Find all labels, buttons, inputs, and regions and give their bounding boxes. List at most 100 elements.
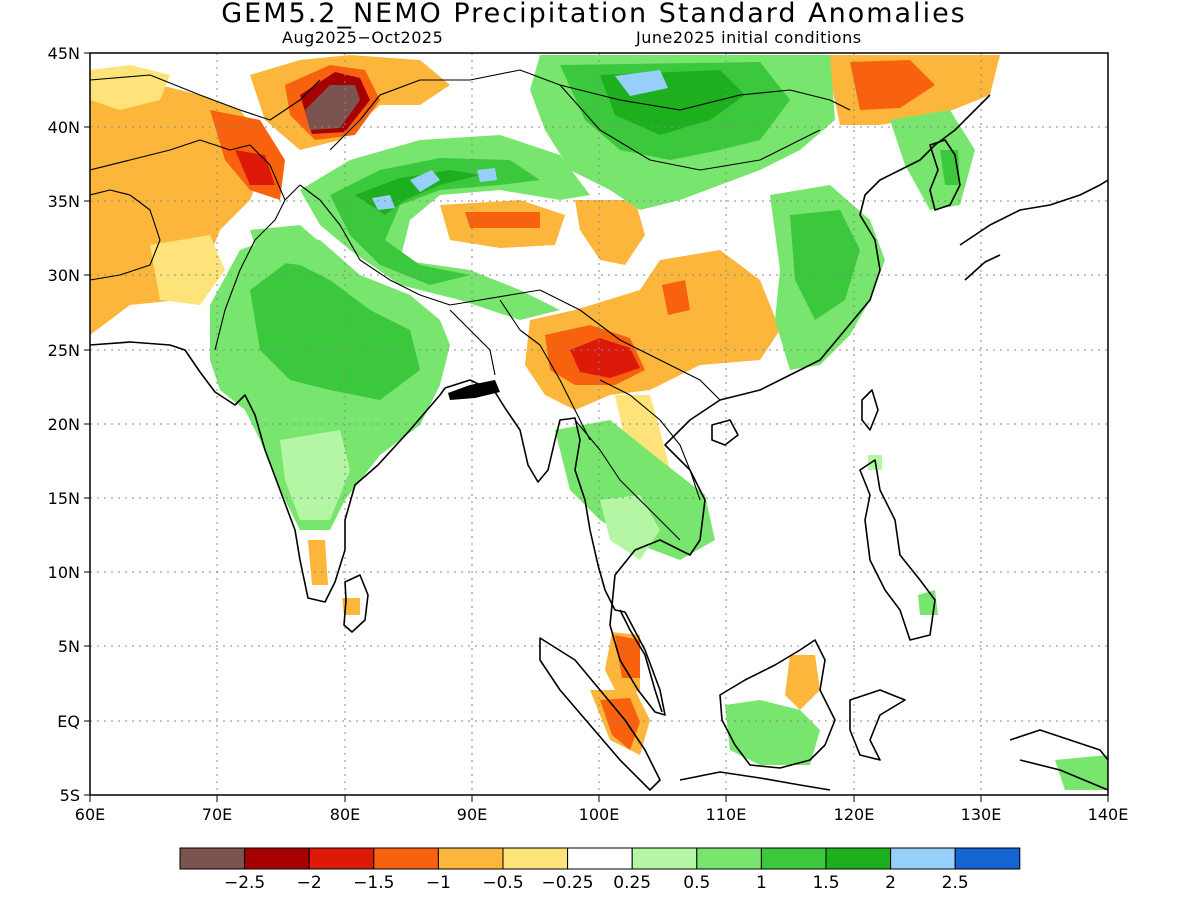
colorbar-label: 1 bbox=[756, 873, 767, 893]
border-iran bbox=[90, 189, 161, 281]
anomaly-tibet-blue-1 bbox=[410, 170, 440, 192]
anomaly-east-china-core bbox=[790, 210, 860, 320]
init-conditions-subtitle: June2025 initial conditions bbox=[636, 28, 862, 47]
lat-label: 5N bbox=[58, 637, 80, 656]
anomaly-sumatra-moderate bbox=[600, 698, 640, 750]
colorbar-label: −1 bbox=[426, 873, 451, 893]
lon-label: 130E bbox=[961, 805, 1002, 824]
colorbar-label: 1.5 bbox=[812, 873, 839, 893]
border-central-asia bbox=[90, 74, 321, 121]
colorbar-label: 0.5 bbox=[683, 873, 710, 893]
anomaly-india-core bbox=[250, 260, 420, 400]
coast-sri-lanka bbox=[343, 574, 369, 633]
border-himalaya bbox=[299, 184, 541, 306]
anomaly-shading bbox=[90, 55, 1108, 790]
colorbar-swatch bbox=[696, 847, 762, 870]
anomaly-tibet-light bbox=[575, 200, 645, 265]
border-mongolia-china bbox=[559, 84, 821, 171]
lon-label: 90E bbox=[457, 805, 487, 824]
anomaly-pakistan-light bbox=[150, 235, 225, 305]
colorbar-swatch bbox=[244, 847, 310, 870]
ganges-delta bbox=[448, 380, 500, 400]
anomaly-tibet-blue-2 bbox=[372, 195, 395, 210]
border-afghanistan bbox=[90, 139, 286, 201]
anomaly-kerala bbox=[308, 540, 328, 585]
anomaly-guangxi-moderate bbox=[662, 280, 690, 315]
colorbar-swatch bbox=[502, 847, 569, 870]
coast-korea bbox=[929, 139, 961, 211]
colorbar bbox=[179, 847, 1021, 870]
colorbar-label: 2 bbox=[885, 873, 896, 893]
colorbar-label: 0.25 bbox=[613, 873, 651, 893]
colorbar-label: −1.5 bbox=[353, 873, 394, 893]
colorbar-swatch bbox=[825, 847, 892, 870]
lon-label: 70E bbox=[202, 805, 232, 824]
lat-axis-labels: 45N 40N 35N 30N 25N 20N 15N 10N 5N EQ 5S bbox=[48, 44, 80, 805]
colorbar-label: −0.5 bbox=[482, 873, 523, 893]
lat-label: 35N bbox=[48, 192, 80, 211]
lon-label: 80E bbox=[330, 805, 360, 824]
lon-label: 110E bbox=[706, 805, 747, 824]
borders bbox=[90, 69, 851, 541]
anomaly-tibet-band-core bbox=[465, 212, 540, 228]
lat-label: 30N bbox=[48, 266, 80, 285]
border-china-south bbox=[539, 289, 721, 401]
tick-marks bbox=[84, 52, 1109, 802]
lat-label: 45N bbox=[48, 44, 80, 63]
anomaly-borneo bbox=[725, 700, 820, 765]
anomaly-india-light bbox=[280, 430, 350, 520]
coast-taiwan bbox=[861, 389, 879, 431]
colorbar-swatch bbox=[308, 847, 375, 870]
lat-label: 10N bbox=[48, 563, 80, 582]
colorbar-swatch bbox=[631, 847, 698, 870]
border-laos-vietnam bbox=[599, 379, 701, 501]
border-myanmar bbox=[499, 299, 591, 441]
anomaly-new-guinea bbox=[1055, 755, 1108, 790]
coast-philippines bbox=[859, 459, 936, 641]
colorbar-swatch bbox=[954, 847, 1021, 870]
lon-label: 140E bbox=[1088, 805, 1129, 824]
colorbar-swatch bbox=[373, 847, 439, 870]
lat-label: 15N bbox=[48, 489, 80, 508]
coast-hainan bbox=[711, 419, 739, 446]
anomaly-laos bbox=[615, 395, 670, 470]
coast-borneo bbox=[719, 639, 836, 769]
border-bangladesh bbox=[449, 309, 496, 376]
anomaly-indochina bbox=[555, 420, 715, 560]
anomaly-tibet-blue-3 bbox=[477, 168, 497, 182]
coast-bay-of-bengal bbox=[444, 379, 626, 613]
period-subtitle: Aug2025−Oct2025 bbox=[282, 28, 444, 47]
coast-japan bbox=[959, 179, 1108, 281]
lat-label: EQ bbox=[57, 712, 80, 731]
lat-label: 25N bbox=[48, 341, 80, 360]
colorbar-label: −2 bbox=[297, 873, 322, 893]
colorbar-label: −2.5 bbox=[224, 873, 265, 893]
gridlines bbox=[90, 53, 1108, 795]
colorbar-swatch bbox=[890, 847, 956, 870]
coast-malaysia-tip bbox=[619, 609, 663, 713]
anomaly-india-north bbox=[250, 225, 340, 265]
coast-sulawesi bbox=[849, 689, 906, 761]
lon-label: 120E bbox=[834, 805, 875, 824]
lon-label: 100E bbox=[579, 805, 620, 824]
colorbar-label: −0.25 bbox=[542, 873, 594, 893]
lon-label: 60E bbox=[75, 805, 105, 824]
lat-label: 40N bbox=[48, 118, 80, 137]
colorbar-swatch bbox=[179, 847, 246, 870]
colorbar-swatch bbox=[437, 847, 504, 870]
lat-label: 5S bbox=[60, 786, 80, 805]
coast-java bbox=[679, 771, 831, 791]
colorbar-swatch bbox=[567, 847, 633, 870]
border-thailand bbox=[574, 419, 681, 541]
anomaly-tarim-extreme bbox=[305, 85, 360, 130]
colorbar-label: 2.5 bbox=[942, 873, 969, 893]
anomaly-sabah bbox=[785, 655, 820, 710]
coast-arabian-sea bbox=[90, 341, 446, 603]
lon-axis-labels: 60E 70E 80E 90E 100E 110E 120E 130E 140E bbox=[75, 805, 1129, 824]
anomaly-mongolia-blue bbox=[615, 70, 668, 96]
colorbar-labels: −2.5 −2 −1.5 −1 −0.5 −0.25 0.25 0.5 1 1.5 2 2.5 bbox=[224, 873, 969, 893]
colorbar-swatch bbox=[760, 847, 827, 870]
coast-new-guinea bbox=[1009, 729, 1108, 791]
anomaly-malay-moderate bbox=[615, 635, 640, 678]
